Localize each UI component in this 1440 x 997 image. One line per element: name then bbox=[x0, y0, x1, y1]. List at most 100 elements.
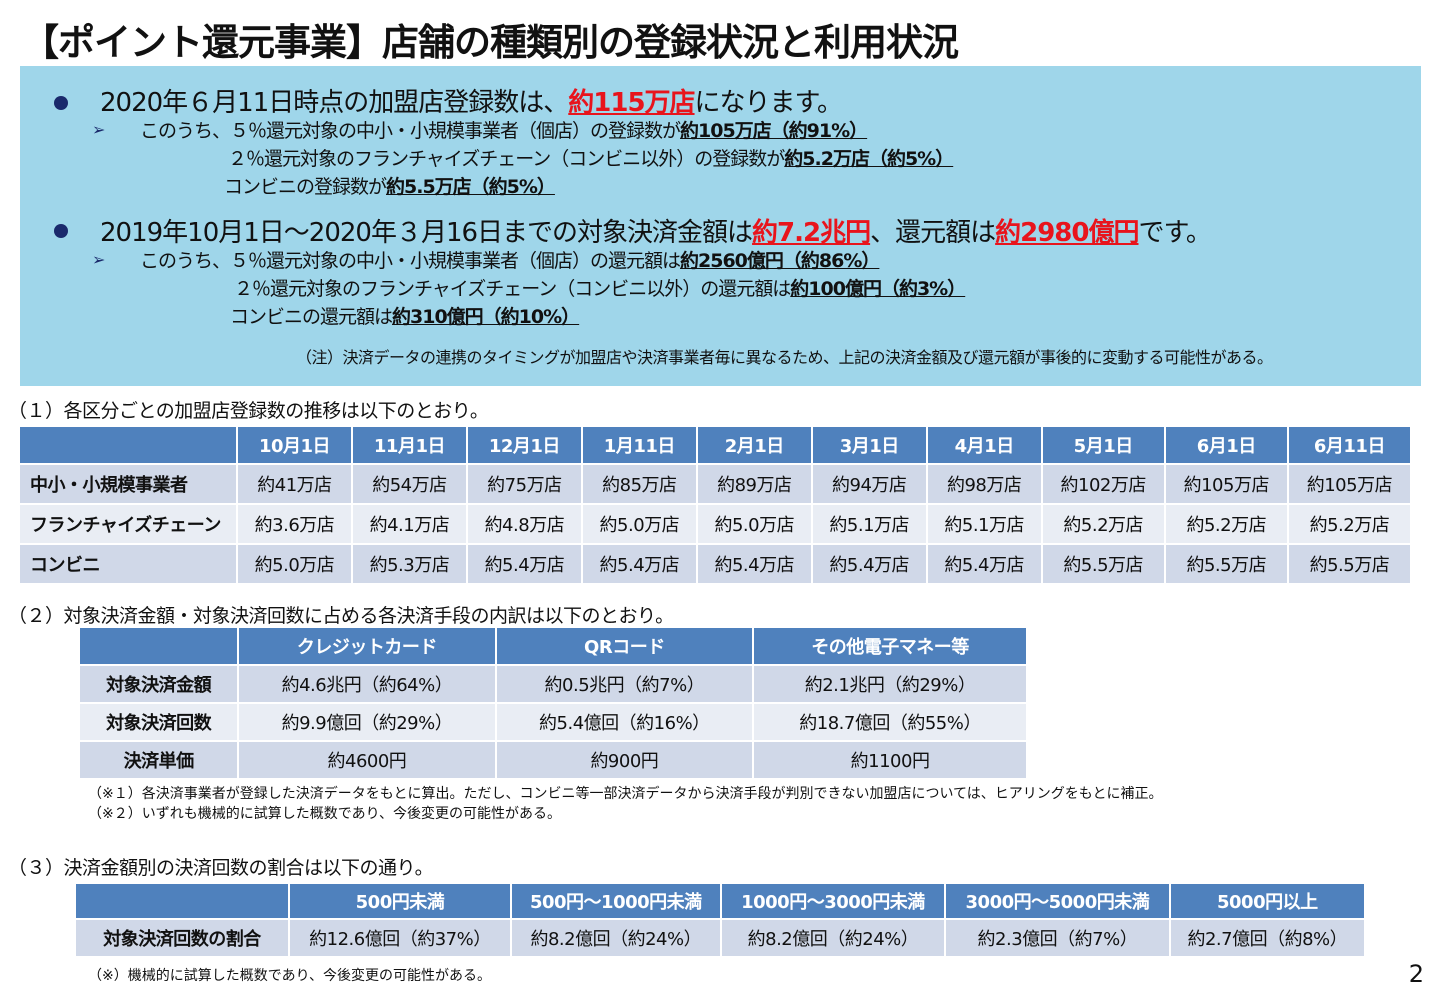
text-segment: このうち、５％還元対象の中小・小規模事業者（個店）の登録数が bbox=[140, 120, 681, 142]
column-header: その他電子マネー等 bbox=[754, 628, 1026, 664]
table-cell: 約5.5万店 bbox=[1165, 545, 1287, 583]
bullet-icon bbox=[54, 96, 68, 110]
table-cell: 約0.5兆円（約7%） bbox=[496, 666, 753, 702]
table-cell: 約5.1万店 bbox=[812, 505, 926, 543]
table-cell: 約5.1万店 bbox=[927, 505, 1041, 543]
table-cell: 約9.9億回（約29%） bbox=[239, 704, 495, 740]
table-cell: 約12.6億回（約37%） bbox=[290, 920, 510, 956]
header-row: クレジットカード QRコード その他電子マネー等 bbox=[80, 628, 1026, 664]
row-header: 対象決済回数の割合 bbox=[76, 920, 288, 956]
table-cell: 約5.2万店 bbox=[1042, 505, 1164, 543]
section-2-note-2: （※２）いずれも機械的に試算した概数であり、今後変更の可能性がある。 bbox=[88, 806, 562, 822]
column-header: 10月1日 bbox=[238, 427, 351, 463]
table-cell: 約89万店 bbox=[697, 465, 811, 503]
column-header: クレジットカード bbox=[239, 628, 495, 664]
table-cell: 約2.3億回（約7%） bbox=[946, 920, 1169, 956]
column-header: 11月1日 bbox=[352, 427, 466, 463]
table-cell: 約5.0万店 bbox=[582, 505, 696, 543]
payment-method-table: クレジットカード QRコード その他電子マネー等 対象決済金額 約4.6兆円（約64%）… bbox=[78, 626, 1028, 780]
column-header bbox=[20, 427, 236, 463]
column-header bbox=[76, 884, 288, 918]
text-segment: ２％還元対象のフランチャイズチェーン（コンビニ以外）の還元額は bbox=[234, 278, 791, 300]
table-cell: 約5.4万店 bbox=[697, 545, 811, 583]
summary-bullet-1: 2020年６月11日時点の加盟店登録数は、約115万店になります。 bbox=[100, 82, 843, 119]
table-cell: 約5.0万店 bbox=[697, 505, 811, 543]
column-header: 12月1日 bbox=[467, 427, 581, 463]
column-header: 6月11日 bbox=[1288, 427, 1410, 463]
column-header: 3月1日 bbox=[812, 427, 926, 463]
text-segment: 、還元額は bbox=[870, 218, 996, 248]
arrow-icon: ➢ bbox=[92, 250, 106, 269]
table-row: 対象決済回数 約9.9億回（約29%） 約5.4億回（約16%） 約18.7億回（約5… bbox=[80, 704, 1026, 740]
highlight-text: 約2980億円 bbox=[995, 218, 1139, 248]
summary-bullet-2: 2019年10月1日～2020年３月16日までの対象決済金額は約7.2兆円、還元… bbox=[100, 212, 1212, 249]
header-row: 500円未満 500円～1000円未満 1000円～3000円未満 3000円～500… bbox=[76, 884, 1364, 918]
text-segment: このうち、５％還元対象の中小・小規模事業者（個店）の還元額は bbox=[140, 250, 681, 272]
column-header: 1000円～3000円未満 bbox=[721, 884, 945, 918]
table-cell: 約900円 bbox=[496, 742, 753, 778]
text-segment: 2019年10月1日～2020年３月16日までの対象決済金額は bbox=[100, 218, 753, 248]
column-header: 5000円以上 bbox=[1170, 884, 1364, 918]
table-cell: 約54万店 bbox=[352, 465, 466, 503]
row-header: 中小・小規模事業者 bbox=[20, 465, 236, 503]
row-header: フランチャイズチェーン bbox=[20, 505, 236, 543]
table-cell: 約8.2億回（約24%） bbox=[511, 920, 720, 956]
row-header: コンビニ bbox=[20, 545, 236, 583]
highlight-text: 約5.5万店（約5%） bbox=[386, 176, 556, 198]
highlight-text: 約7.2兆円 bbox=[752, 218, 871, 248]
table-cell: 約98万店 bbox=[927, 465, 1041, 503]
row-header: 対象決済回数 bbox=[80, 704, 238, 740]
page-number: 2 bbox=[1408, 960, 1424, 988]
summary-sub-2-1: このうち、５％還元対象の中小・小規模事業者（個店）の還元額は約2560億円（約8… bbox=[140, 246, 880, 273]
table-row: 決済単価 約4600円 約900円 約1100円 bbox=[80, 742, 1026, 778]
summary-sub-1-1: このうち、５％還元対象の中小・小規模事業者（個店）の登録数が約105万店（約91… bbox=[140, 116, 868, 143]
table-cell: 約8.2億回（約24%） bbox=[721, 920, 945, 956]
highlight-text: 約115万店 bbox=[568, 88, 695, 118]
summary-sub-1-2: ２％還元対象のフランチャイズチェーン（コンビニ以外）の登録数が約5.2万店（約5… bbox=[228, 144, 954, 171]
highlight-text: 約5.2万店（約5%） bbox=[784, 148, 954, 170]
header-row: 10月1日 11月1日 12月1日 1月11日 2月1日 3月1日 4月1日 5月1日 6月1日… bbox=[20, 427, 1410, 463]
highlight-text: 約310億円（約10%） bbox=[392, 306, 580, 328]
summary-sub-1-3: コンビニの登録数が約5.5万店（約5%） bbox=[224, 172, 556, 199]
table-cell: 約5.5万店 bbox=[1288, 545, 1410, 583]
table-cell: 約2.1兆円（約29%） bbox=[754, 666, 1026, 702]
table-cell: 約2.7億回（約8%） bbox=[1170, 920, 1364, 956]
table-cell: 約5.2万店 bbox=[1288, 505, 1410, 543]
table-cell: 約5.3万店 bbox=[352, 545, 466, 583]
row-header: 対象決済金額 bbox=[80, 666, 238, 702]
table-cell: 約18.7億回（約55%） bbox=[754, 704, 1026, 740]
page-title: 【ポイント還元事業】店舗の種類別の登録状況と利用状況 bbox=[22, 21, 959, 64]
summary-sub-2-3: コンビニの還元額は約310億円（約10%） bbox=[230, 302, 580, 329]
text-segment: コンビニの登録数が bbox=[224, 176, 387, 198]
table-cell: 約3.6万店 bbox=[238, 505, 351, 543]
table-cell: 約5.2万店 bbox=[1165, 505, 1287, 543]
table-cell: 約75万店 bbox=[467, 465, 581, 503]
section-1-heading: （１）各区分ごとの加盟店登録数の推移は以下のとおり。 bbox=[8, 400, 489, 422]
store-registration-table: 10月1日 11月1日 12月1日 1月11日 2月1日 3月1日 4月1日 5月1日 6月1日… bbox=[18, 425, 1412, 585]
column-header bbox=[80, 628, 238, 664]
table-row: 対象決済金額 約4.6兆円（約64%） 約0.5兆円（約7%） 約2.1兆円（約29%… bbox=[80, 666, 1026, 702]
column-header: 1月11日 bbox=[582, 427, 696, 463]
table-cell: 約102万店 bbox=[1042, 465, 1164, 503]
table-cell: 約5.0万店 bbox=[238, 545, 351, 583]
table-cell: 約105万店 bbox=[1288, 465, 1410, 503]
summary-box: 2020年６月11日時点の加盟店登録数は、約115万店になります。 ➢ このうち… bbox=[20, 66, 1421, 386]
payment-amount-table: 500円未満 500円～1000円未満 1000円～3000円未満 3000円～500… bbox=[74, 882, 1366, 958]
table-cell: 約94万店 bbox=[812, 465, 926, 503]
table-cell: 約41万店 bbox=[238, 465, 351, 503]
section-3-note: （※）機械的に試算した概数であり、今後変更の可能性がある。 bbox=[88, 968, 492, 984]
column-header: 2月1日 bbox=[697, 427, 811, 463]
arrow-icon: ➢ bbox=[92, 120, 106, 139]
table-cell: 約85万店 bbox=[582, 465, 696, 503]
column-header: 6月1日 bbox=[1165, 427, 1287, 463]
table-cell: 約4600円 bbox=[239, 742, 495, 778]
highlight-text: 約2560億円（約86%） bbox=[680, 250, 880, 272]
table-cell: 約4.8万店 bbox=[467, 505, 581, 543]
text-segment: になります。 bbox=[694, 88, 843, 118]
table-row: フランチャイズチェーン 約3.6万店 約4.1万店 約4.8万店 約5.0万店 約5.0万… bbox=[20, 505, 1410, 543]
section-2-note-1: （※１）各決済事業者が登録した決済データをもとに算出。ただし、コンビニ等一部決済… bbox=[88, 786, 1163, 802]
column-header: 500円～1000円未満 bbox=[511, 884, 720, 918]
table-row: 対象決済回数の割合 約12.6億回（約37%） 約8.2億回（約24%） 約8.2億回… bbox=[76, 920, 1364, 956]
summary-sub-2-2: ２％還元対象のフランチャイズチェーン（コンビニ以外）の還元額は約100億円（約3… bbox=[234, 274, 966, 301]
text-segment: コンビニの還元額は bbox=[230, 306, 393, 328]
